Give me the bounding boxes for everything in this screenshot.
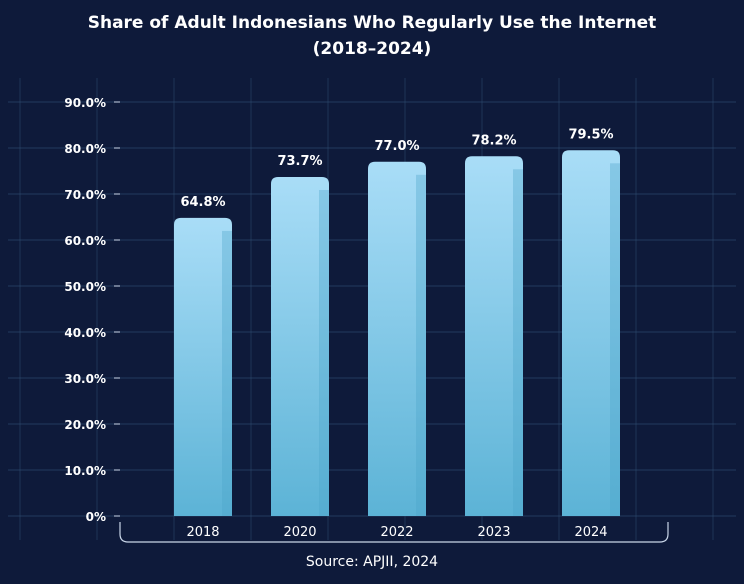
y-tick-label: 0% [86,510,106,524]
y-tick-label: 90.0% [64,96,106,110]
bars [174,150,620,517]
y-tick-label: 30.0% [64,372,106,386]
chart-title: Share of Adult Indonesians Who Regularly… [87,13,657,33]
x-tick-label-2023: 2023 [477,525,510,540]
y-tick-label: 70.0% [64,188,106,202]
chart-subtitle: (2018–2024) [312,39,432,59]
bar-2022 [368,161,426,517]
y-tick-label: 60.0% [64,234,106,248]
bar-shade-2022 [416,174,426,517]
bar-2024 [562,150,620,517]
bar-shade-2023 [513,169,523,516]
x-tick-label-2022: 2022 [380,525,413,540]
bar-2023 [465,156,523,516]
y-tick-label: 20.0% [64,418,106,432]
source-note: Source: APJII, 2024 [305,554,439,570]
y-tick-label: 10.0% [64,464,106,478]
bar-2018 [174,217,232,517]
data-label-2018: 64.8% [180,195,225,210]
labels: 0% 10.0% 20.0% 30.0% 40.0% 50.0% 60.0% 70.0% 80.… [64,96,613,540]
bar-2020 [271,176,329,517]
x-axis-bracket [119,522,669,543]
y-tick-label: 40.0% [64,326,106,340]
bar-shade-2020 [319,189,329,517]
data-label-2024: 79.5% [568,127,613,142]
y-tick-label: 80.0% [64,142,106,156]
data-label-2023: 78.2% [471,133,516,148]
x-tick-label-2018: 2018 [186,525,219,540]
y-tick-label: 50.0% [64,280,106,294]
bar-shade-2024 [610,163,620,517]
x-tick-label-2020: 2020 [283,525,316,540]
data-label-2022: 77.0% [374,139,419,154]
bar-shade-2018 [222,230,232,517]
data-label-2020: 73.7% [277,154,322,169]
x-tick-label-2024: 2024 [574,525,607,540]
